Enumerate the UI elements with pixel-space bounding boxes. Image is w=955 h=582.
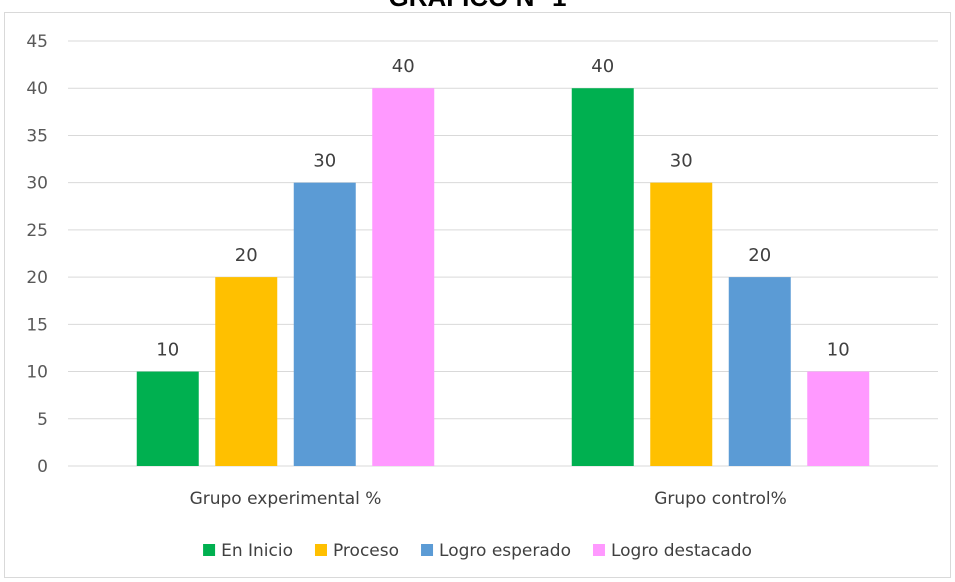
y-tick-label: 45	[26, 32, 48, 52]
bar	[372, 88, 435, 466]
x-category-label: Grupo control%	[654, 489, 787, 509]
legend-swatch	[421, 544, 434, 556]
y-tick-label: 15	[26, 315, 48, 335]
y-tick-label: 20	[26, 268, 48, 288]
y-tick-label: 30	[26, 174, 48, 194]
data-label: 20	[748, 245, 771, 266]
bar	[650, 182, 713, 466]
x-category-label: Grupo experimental %	[190, 489, 382, 509]
y-tick-label: 5	[37, 410, 48, 430]
data-label: 10	[156, 340, 179, 361]
legend-swatch	[592, 544, 605, 556]
bar	[293, 182, 356, 466]
data-label: 40	[392, 56, 415, 77]
legend-label: En Inicio	[221, 541, 293, 561]
legend-label: Proceso	[333, 541, 399, 561]
chart-frame	[4, 12, 951, 578]
y-tick-label: 10	[26, 363, 48, 383]
bar	[807, 371, 870, 466]
y-tick-label: 25	[26, 221, 48, 241]
bar	[215, 277, 278, 466]
data-label: 30	[670, 151, 693, 172]
bar	[728, 277, 791, 466]
bar	[571, 88, 634, 466]
legend-label: Logro destacado	[611, 541, 752, 561]
data-label: 30	[313, 151, 336, 172]
legend-label: Logro esperado	[439, 541, 571, 561]
bar	[136, 371, 199, 466]
data-label: 20	[235, 245, 258, 266]
y-tick-label: 40	[26, 79, 48, 99]
y-tick-label: 35	[26, 126, 48, 146]
data-label: 10	[827, 340, 850, 361]
legend-swatch	[314, 544, 327, 556]
chart-title: GRAFICO N° 1	[0, 0, 955, 13]
legend-swatch	[203, 544, 216, 556]
data-label: 40	[591, 56, 614, 77]
y-tick-label: 0	[37, 457, 48, 477]
